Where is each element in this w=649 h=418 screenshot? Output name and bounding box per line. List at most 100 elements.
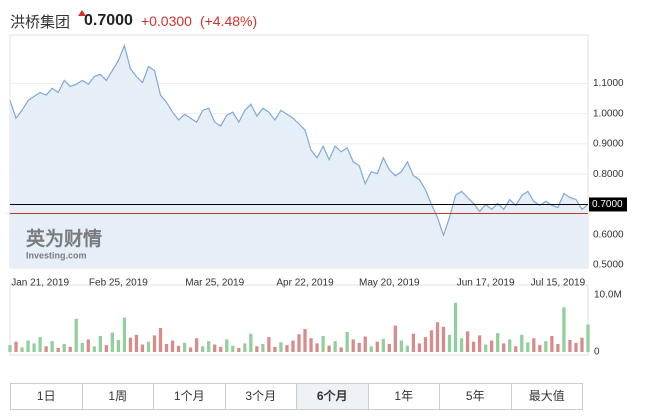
volume-bar — [586, 324, 590, 352]
volume-bar — [213, 344, 217, 352]
volume-bar — [146, 341, 151, 352]
volume-bar — [550, 335, 554, 352]
stock-name: 洪桥集团 — [10, 13, 71, 31]
volume-bar — [104, 345, 108, 352]
volume-bar — [465, 331, 470, 352]
y-tick-label: 0.8000 — [593, 169, 624, 180]
volume-bar — [429, 330, 434, 352]
volume-bar — [207, 341, 211, 352]
volume-bar — [399, 340, 403, 352]
volume-tick-label: 0 — [594, 347, 600, 358]
volume-bar — [315, 343, 319, 352]
volume-bar — [243, 343, 247, 352]
y-tick-label: 0.9000 — [593, 139, 624, 150]
x-tick-label: Jul 15, 2019 — [531, 278, 586, 289]
volume-bar — [514, 346, 518, 352]
volume-bar — [110, 332, 114, 352]
volume-bar — [477, 335, 482, 352]
volume-bar — [459, 338, 464, 352]
volume-bar — [68, 346, 72, 352]
range-button[interactable]: 1周 — [83, 384, 154, 409]
volume-bar — [62, 343, 66, 352]
volume-bar — [14, 341, 18, 352]
x-tick-label: Jan 21, 2019 — [11, 278, 69, 289]
volume-tick-label: 10.0M — [594, 289, 622, 300]
chart: 英为财情 Investing.com 0.5000 0.6000 0.8000 0.9… — [8, 34, 627, 358]
volume-bar — [471, 341, 476, 352]
volume-bar — [538, 345, 542, 352]
price-change: +0.0300 — [140, 13, 192, 29]
volume-bar — [544, 341, 548, 352]
volume-bar — [435, 322, 440, 352]
volume-bar — [273, 346, 277, 352]
range-button[interactable]: 1日 — [11, 384, 83, 409]
volume-bar — [291, 340, 295, 352]
y-tick-label: 1.0000 — [593, 108, 624, 119]
range-button[interactable]: 5年 — [440, 384, 512, 409]
volume-bar — [447, 334, 452, 352]
volume-bar — [484, 344, 488, 352]
volume-bar — [195, 338, 199, 352]
volume-bar — [44, 346, 48, 352]
volume-bar — [441, 326, 446, 352]
volume-bar — [158, 327, 163, 352]
range-buttons: 1日 1周 1个月 3个月 6个月 1年 5年 最大值 — [10, 383, 583, 410]
volume-bar — [351, 339, 355, 352]
volume-bar — [8, 345, 12, 352]
x-tick-label: Feb 25, 2019 — [89, 278, 148, 289]
x-tick-label: Mar 25, 2019 — [185, 278, 244, 289]
volume-bar — [327, 345, 331, 352]
volume-bar — [261, 343, 265, 352]
volume-bar — [128, 337, 133, 352]
price-line — [9, 43, 589, 238]
volume-bar — [321, 335, 325, 352]
volume-bar — [417, 343, 422, 352]
volume-bar — [297, 334, 301, 352]
volume-bar — [267, 337, 271, 352]
volume-bar — [176, 345, 181, 352]
volume-bar — [50, 341, 54, 352]
volume-bar — [231, 345, 235, 352]
volume-bar — [86, 339, 90, 352]
volume-bar — [357, 342, 361, 352]
volume-frame — [9, 284, 589, 356]
volume-bar — [496, 333, 500, 352]
volume-bar — [339, 347, 343, 352]
y-tick-label: 1.1000 — [593, 78, 624, 89]
volume-bar — [98, 335, 102, 352]
volume-bar — [309, 338, 313, 352]
y-tick-label: 0.6000 — [593, 229, 624, 240]
range-button[interactable]: 3个月 — [226, 384, 297, 409]
volume-bar — [526, 342, 530, 352]
volume-bar — [255, 346, 259, 352]
volume-bar — [225, 339, 229, 352]
volume-bar — [405, 345, 410, 352]
volume-bar — [369, 346, 373, 352]
volume-bar — [140, 344, 145, 352]
watermark-brand: 英为财情 — [26, 227, 102, 250]
volume-bar — [568, 339, 572, 352]
volume-bar — [562, 307, 566, 352]
range-button[interactable]: 1个月 — [154, 384, 226, 409]
volume-bar — [170, 340, 175, 352]
volume-bar — [453, 302, 458, 352]
volume-bar — [580, 337, 584, 352]
volume-bar — [381, 338, 385, 352]
volume-bar — [201, 346, 205, 352]
volume-bar — [134, 334, 139, 352]
volume-bar — [574, 342, 578, 352]
watermark-site: Investing.com — [26, 250, 87, 260]
volume-bar — [38, 337, 42, 352]
x-tick-label: May 20, 2019 — [359, 278, 420, 289]
range-button[interactable]: 1年 — [369, 384, 440, 409]
volume-bar — [249, 333, 253, 352]
volume-bar — [363, 336, 367, 352]
volume-bar — [279, 342, 283, 352]
volume-bar — [152, 335, 157, 352]
range-button[interactable]: 最大值 — [528, 389, 565, 403]
price-change-percent: (+4.48%) — [199, 13, 258, 29]
price-area — [10, 45, 588, 268]
volume-bar — [375, 341, 379, 352]
range-button[interactable]: 6个月 — [297, 384, 369, 409]
